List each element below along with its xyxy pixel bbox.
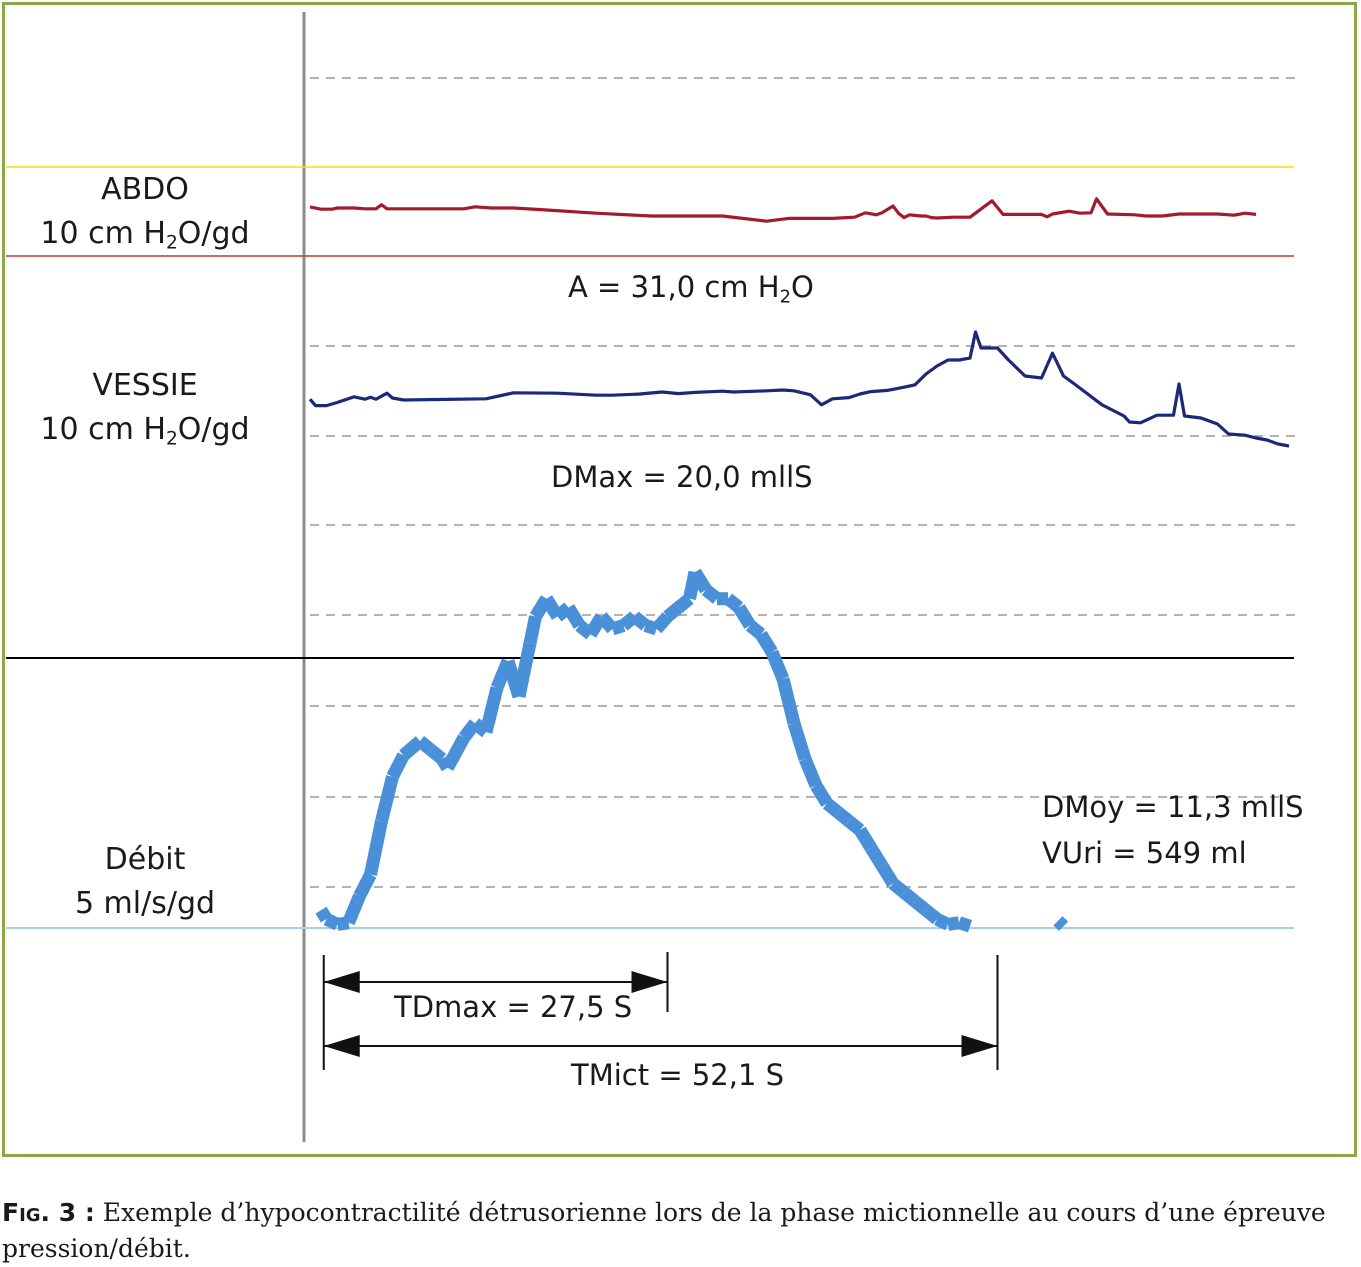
debit-segment <box>833 807 854 827</box>
time-measure-arrows <box>322 952 999 1070</box>
debit-segment <box>663 602 683 622</box>
debit-segment <box>386 752 410 780</box>
debit-segment <box>844 816 865 836</box>
debit-segment <box>512 641 537 698</box>
abdo-label: ABDO 10 cm H2O/gd <box>20 168 270 256</box>
chart-frame <box>2 2 1357 1157</box>
abdo-amplitude-annotation: A = 31,0 cm H2O <box>568 270 814 308</box>
debit-segment <box>643 619 659 636</box>
abdo-name: ABDO <box>101 172 189 207</box>
debit-segment <box>426 744 447 764</box>
tmict-arrowhead-right <box>961 1035 998 1057</box>
debit-segment <box>562 604 586 629</box>
debit-segment <box>336 916 350 931</box>
debit-segment <box>364 819 388 876</box>
debit-segment <box>934 913 951 931</box>
debit-segment <box>798 756 823 789</box>
debit-segment <box>822 798 843 818</box>
debit-segment <box>787 721 812 761</box>
debit-segment <box>910 896 931 916</box>
debit-segment <box>674 593 694 613</box>
debit-segment <box>876 862 899 887</box>
debit-segment <box>353 871 377 899</box>
caption-text: Exemple d’hypocontractilité détrusorienn… <box>2 1198 1326 1263</box>
vuri-annotation: VUri = 549 ml <box>1042 836 1247 870</box>
debit-segment <box>765 649 790 682</box>
debit-segment <box>733 604 756 629</box>
debit-segment <box>899 887 920 907</box>
vessie-name: VESSIE <box>92 368 198 403</box>
vessie-scale: 10 cm H2O/gd <box>40 412 250 450</box>
dmax-annotation: DMax = 20,0 mllS <box>551 460 813 494</box>
figure-caption: Fig. 3 : Exemple d’hypocontractilité dét… <box>2 1195 1361 1267</box>
debit-segment <box>441 734 470 771</box>
debit-segment <box>888 878 909 898</box>
debit-segment <box>755 630 778 656</box>
dmoy-annotation: DMoy = 11,3 mllS <box>1042 790 1304 824</box>
debit-segment <box>723 593 744 613</box>
tmict-arrowhead-left <box>323 1035 360 1057</box>
debit-label: Débit 5 ml/s/gd <box>20 838 270 926</box>
debit-segment <box>399 736 425 761</box>
debit-segment <box>701 584 722 604</box>
debit-segment <box>630 611 650 631</box>
vessie-label: VESSIE 10 cm H2O/gd <box>20 364 270 452</box>
debit-segment <box>479 686 504 734</box>
vessie-pressure-line <box>308 330 1290 448</box>
debit-segment <box>854 826 877 852</box>
debit-segment <box>375 775 399 823</box>
debit-segment <box>865 844 888 870</box>
debit-segment <box>946 916 961 931</box>
debit-segment <box>1054 916 1068 931</box>
debit-segment <box>745 620 766 640</box>
tdmax-arrowhead-right <box>631 971 668 993</box>
abdo-scale: 10 cm H2O/gd <box>40 216 250 254</box>
debit-flow-trace <box>315 568 1069 933</box>
tdmax-arrowhead-left <box>323 971 360 993</box>
debit-segment <box>689 568 712 594</box>
debit-segment <box>921 905 942 925</box>
debit-segment <box>315 906 333 923</box>
debit-scale: 5 ml/s/gd <box>74 886 216 921</box>
debit-segment <box>596 612 618 634</box>
debit-segment <box>610 619 626 636</box>
debit-name: Débit <box>104 842 186 877</box>
debit-segment <box>956 916 973 933</box>
debit-segment <box>776 677 801 725</box>
debit-segment <box>523 615 542 645</box>
pressure-flow-chart <box>6 12 1296 1142</box>
abdo-pressure-line <box>309 197 1257 223</box>
figure-label: Fig. 3 : <box>2 1198 95 1227</box>
debit-segment <box>342 893 366 926</box>
debit-segment <box>810 782 833 807</box>
debit-segment <box>415 736 436 756</box>
debit-segment <box>619 611 639 631</box>
tmict-annotation: TMict = 52,1 S <box>571 1058 785 1092</box>
debit-segment <box>651 612 673 634</box>
debit-segment <box>323 913 341 931</box>
tdmax-annotation: TDmax = 27,5 S <box>394 990 633 1024</box>
